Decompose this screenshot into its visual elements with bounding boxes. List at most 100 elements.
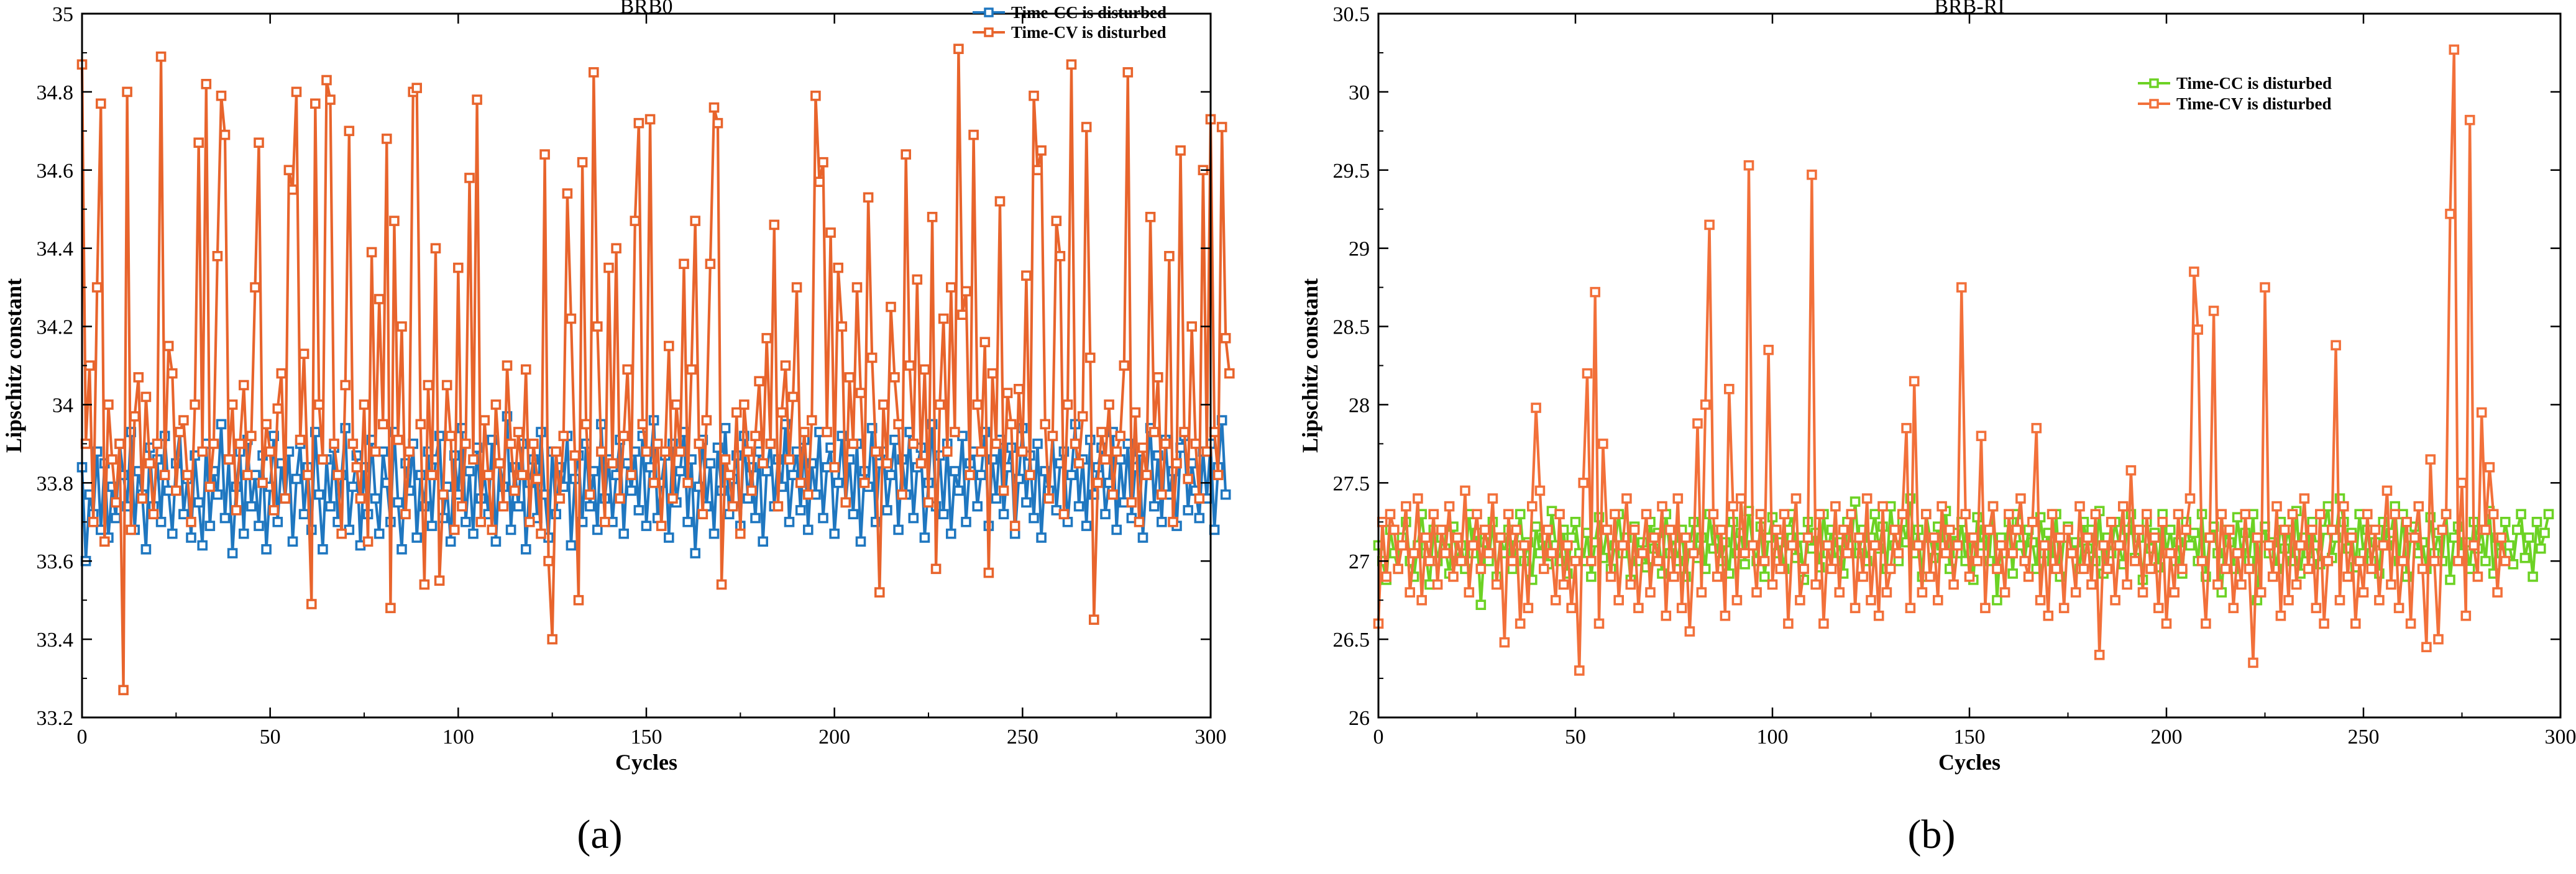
x-tick-label: 0 [77, 726, 88, 749]
data-point [1209, 427, 1220, 437]
data-point [735, 528, 746, 539]
data-point [1700, 399, 1711, 410]
data-point [1672, 493, 1684, 504]
data-point [1582, 368, 1593, 379]
data-point [1551, 594, 1561, 606]
data-point [987, 368, 998, 379]
data-point [1539, 563, 1549, 575]
data-point [2035, 594, 2046, 606]
data-point [287, 184, 298, 195]
data-point [1515, 618, 1526, 629]
data-point [1885, 563, 1896, 575]
data-point [866, 352, 878, 363]
data-point [2516, 509, 2526, 520]
data-point [2134, 524, 2144, 535]
y-tick-label: 34 [52, 394, 73, 417]
data-point [118, 685, 129, 696]
data-point [803, 489, 814, 500]
data-point [705, 458, 716, 469]
data-point [833, 262, 843, 273]
data-point [2480, 524, 2491, 535]
data-point [1201, 446, 1212, 457]
data-point [727, 501, 738, 512]
data-point [212, 489, 223, 500]
data-point [483, 470, 494, 481]
data-point [1905, 603, 1916, 614]
data-point [626, 470, 637, 481]
data-point [765, 439, 776, 449]
data-point [193, 137, 204, 148]
data-point [656, 521, 667, 531]
data-point [2468, 540, 2479, 551]
data-point [950, 466, 960, 476]
data-point [2007, 548, 2018, 558]
data-point [1566, 603, 1577, 614]
data-point [1881, 587, 1892, 598]
data-point [268, 505, 280, 516]
data-point [329, 439, 339, 449]
data-point [1940, 548, 1951, 558]
data-point [385, 603, 396, 614]
data-point [242, 470, 253, 481]
data-point [2287, 509, 2298, 520]
data-point [445, 536, 456, 547]
data-point [1629, 524, 1640, 535]
data-point [1893, 548, 1904, 558]
data-point [351, 462, 362, 473]
data-point [859, 477, 870, 488]
data-point [1428, 509, 1439, 520]
y-tick-label: 34.4 [37, 238, 74, 261]
data-point [2378, 540, 2388, 551]
data-point [1869, 509, 1881, 520]
data-point [2354, 555, 2365, 567]
data-point [1964, 571, 1975, 582]
data-point [520, 364, 531, 375]
y-tick-label: 30 [1349, 81, 1370, 104]
data-point [234, 439, 245, 449]
data-point [2011, 524, 2022, 535]
data-point [159, 470, 170, 481]
data-point [1100, 454, 1111, 465]
data-point [1381, 571, 1391, 582]
data-point [829, 462, 840, 473]
y-tick-label: 34.2 [37, 316, 74, 339]
x-tick-label: 100 [1757, 726, 1789, 749]
data-point [2311, 603, 2322, 614]
data-point [882, 458, 892, 469]
data-point [1739, 558, 1750, 570]
data-point [1009, 521, 1020, 531]
data-point [528, 439, 539, 449]
data-point [227, 399, 238, 410]
data-point [1479, 524, 1490, 535]
data-point [1716, 524, 1726, 535]
data-point [1925, 571, 1935, 582]
data-point [1029, 512, 1039, 524]
data-point [675, 466, 685, 476]
data-point [1598, 439, 1608, 449]
data-point [1137, 442, 1148, 453]
data-point [953, 43, 964, 54]
data-point [750, 512, 761, 524]
data-point [1134, 516, 1145, 527]
x-tick-label: 50 [1565, 726, 1586, 749]
data-point [2102, 563, 2113, 575]
data-point [2339, 501, 2349, 512]
data-point [912, 274, 923, 285]
data-point [193, 497, 204, 508]
data-point [231, 505, 242, 516]
data-point [1464, 587, 1475, 598]
data-point [893, 419, 904, 430]
data-point [140, 391, 152, 403]
series-time-cv [1373, 44, 2511, 676]
data-point [547, 634, 558, 645]
data-point [1987, 501, 1999, 512]
data-point [318, 544, 328, 555]
data-point [596, 446, 607, 457]
data-point [908, 439, 919, 449]
data-point [1455, 555, 1467, 567]
data-point [347, 481, 359, 492]
data-point [1515, 509, 1526, 520]
data-point [532, 473, 543, 485]
data-point [953, 485, 964, 496]
data-point [1043, 493, 1054, 504]
